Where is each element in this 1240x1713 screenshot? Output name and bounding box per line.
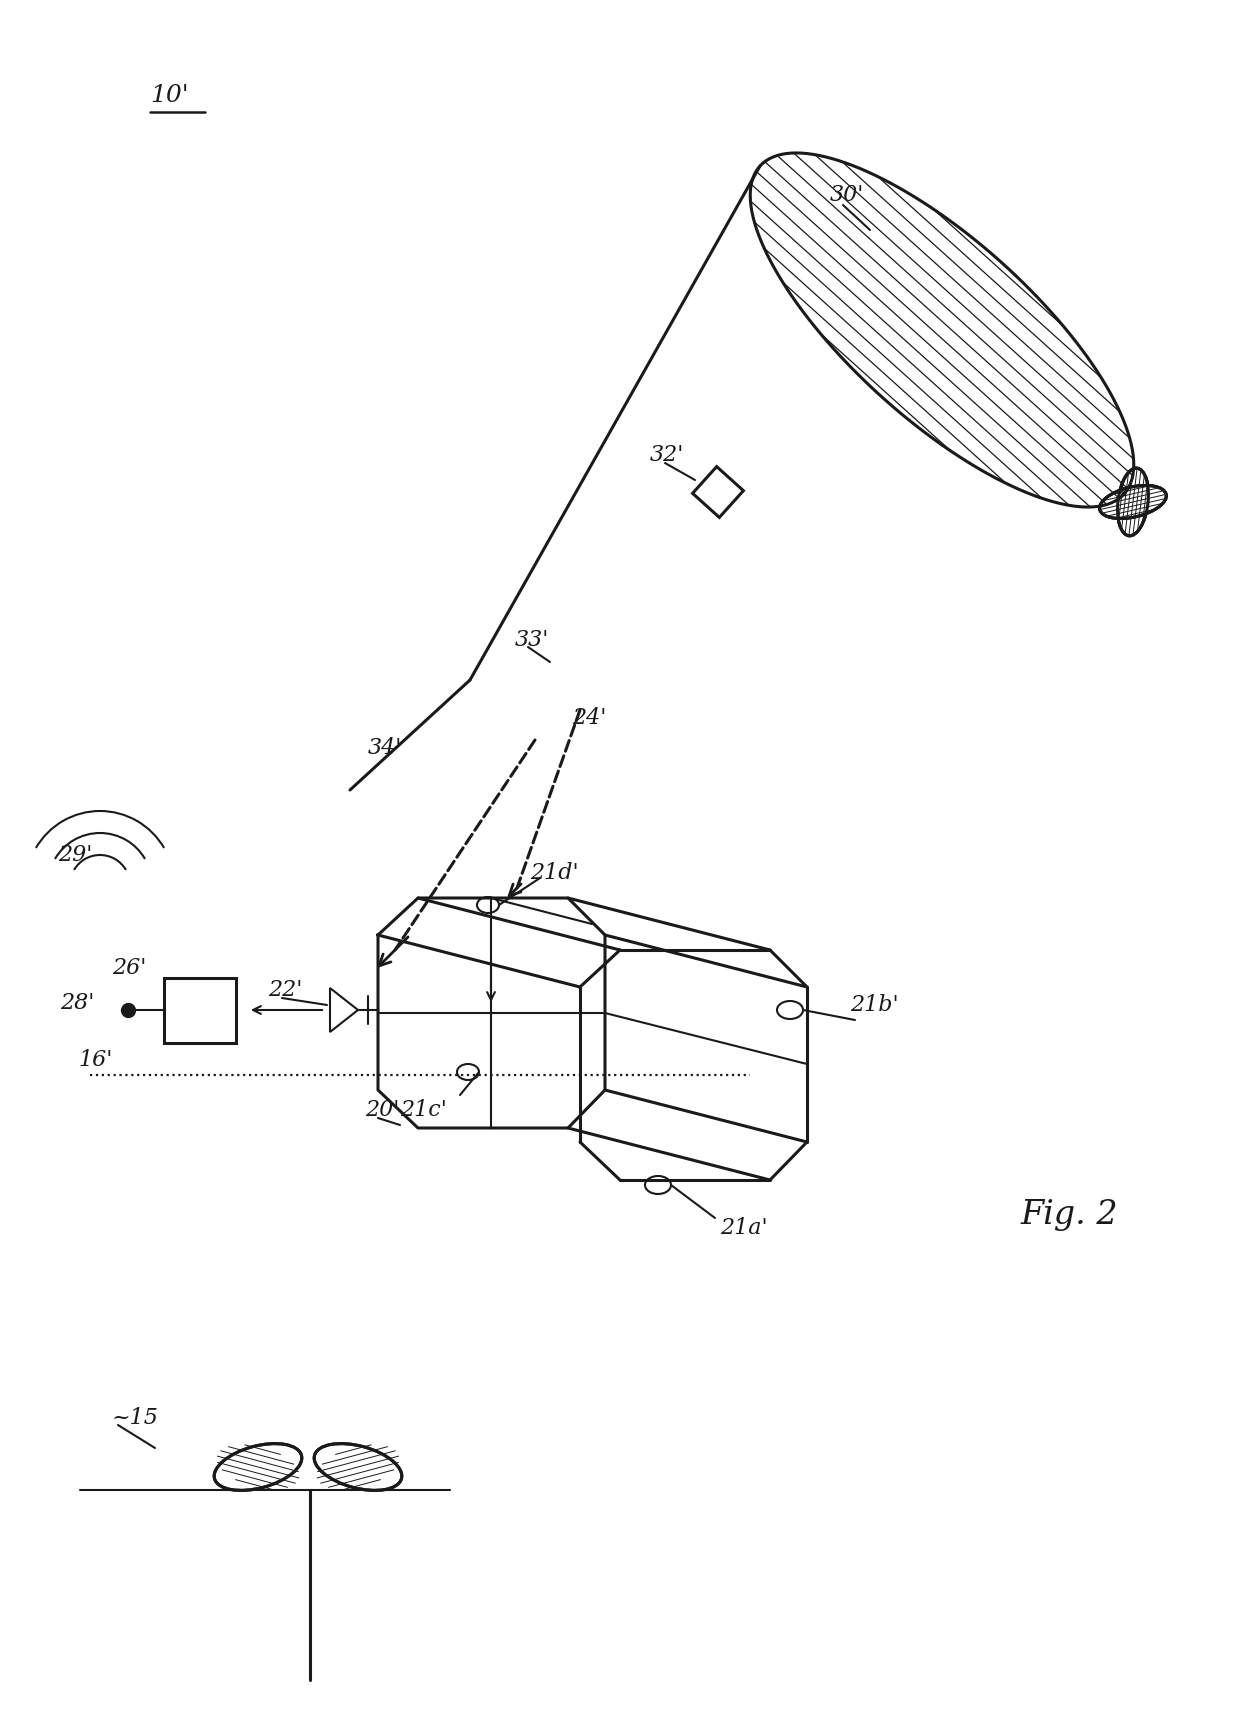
Text: 21a': 21a' <box>720 1216 768 1238</box>
Text: 28': 28' <box>60 992 94 1014</box>
Text: Fig. 2: Fig. 2 <box>1021 1199 1117 1232</box>
Polygon shape <box>330 988 358 1031</box>
Text: 22': 22' <box>268 980 303 1000</box>
Text: 20': 20' <box>365 1100 399 1120</box>
Text: ~15: ~15 <box>112 1406 159 1429</box>
Text: 32': 32' <box>650 444 684 466</box>
Text: 21d': 21d' <box>529 862 579 884</box>
Text: 26': 26' <box>112 958 146 980</box>
Bar <box>164 978 236 1043</box>
Text: 21c': 21c' <box>401 1100 446 1120</box>
Ellipse shape <box>314 1444 402 1490</box>
Text: 10': 10' <box>150 84 188 106</box>
Text: 34': 34' <box>368 737 402 759</box>
Ellipse shape <box>1100 485 1167 519</box>
Text: 24': 24' <box>572 707 606 730</box>
Text: 30': 30' <box>830 183 864 206</box>
Text: 16': 16' <box>78 1048 113 1071</box>
Text: 21b': 21b' <box>849 994 899 1016</box>
Polygon shape <box>693 466 744 517</box>
Ellipse shape <box>1117 468 1148 536</box>
Ellipse shape <box>215 1444 301 1490</box>
Text: 33': 33' <box>515 629 549 651</box>
Text: 29': 29' <box>58 845 92 867</box>
